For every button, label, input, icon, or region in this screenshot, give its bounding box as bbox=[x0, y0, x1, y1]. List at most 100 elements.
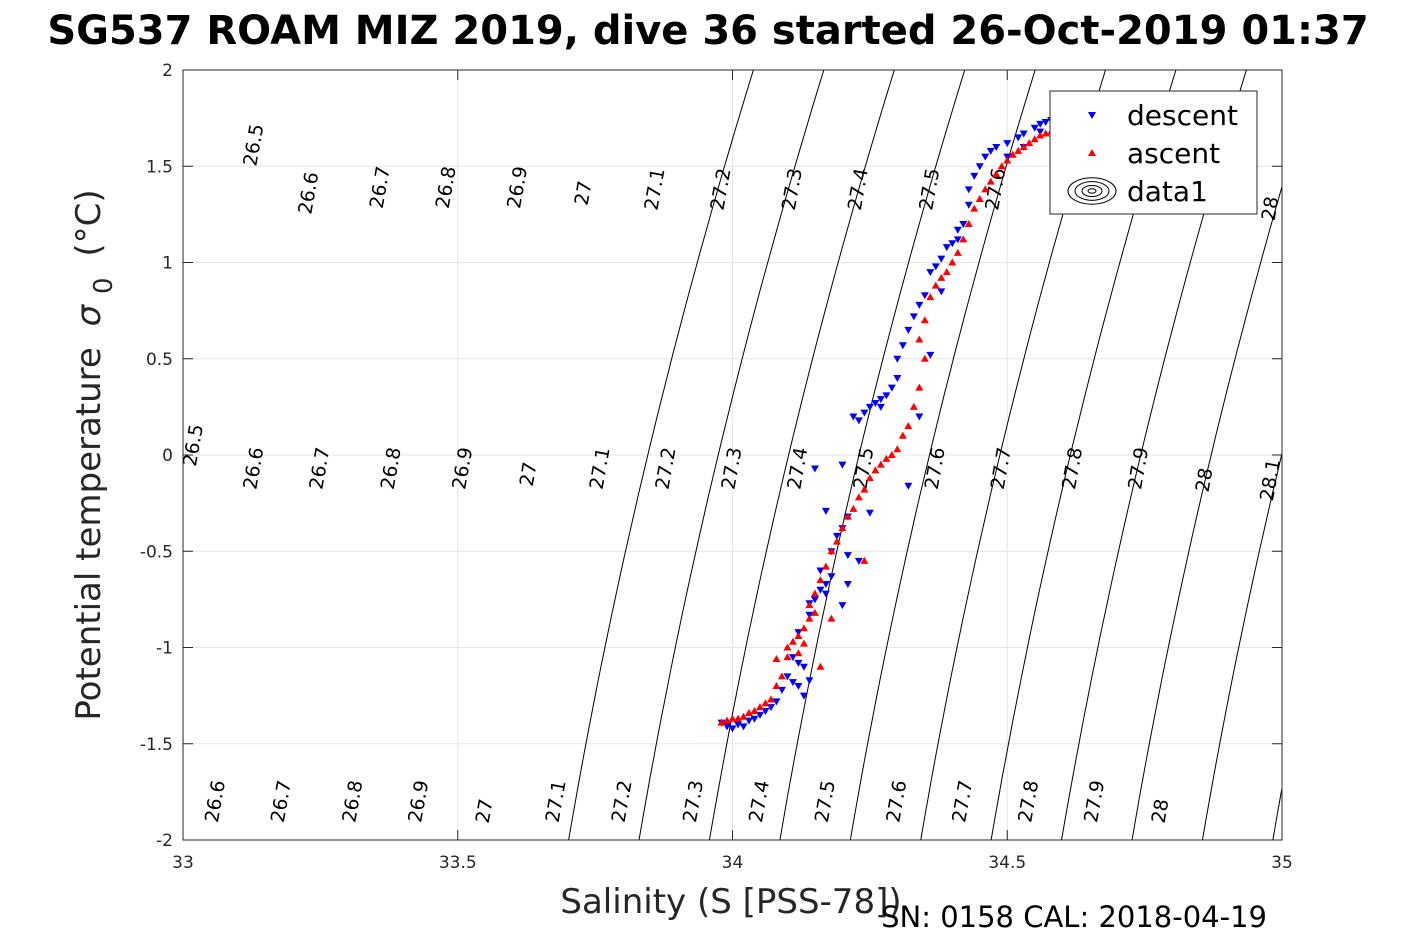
ascent-marker bbox=[733, 714, 742, 722]
isopycnal-line bbox=[638, 70, 825, 840]
descent-marker bbox=[959, 221, 968, 228]
ascent-marker bbox=[1036, 131, 1045, 139]
descent-marker bbox=[728, 725, 737, 733]
descent-marker bbox=[898, 342, 907, 350]
contour-label: 27 bbox=[571, 179, 597, 207]
legend-contour-icon bbox=[1074, 181, 1110, 201]
ascent-marker bbox=[920, 316, 929, 324]
ascent-marker bbox=[772, 655, 781, 663]
ascent-marker bbox=[986, 177, 995, 185]
ascent-marker bbox=[959, 235, 968, 243]
isopycnal-line bbox=[1131, 184, 1282, 840]
ascent-marker bbox=[783, 643, 792, 651]
descent-marker bbox=[964, 201, 973, 209]
ascent-marker bbox=[981, 185, 990, 193]
legend-contour-icon bbox=[1067, 177, 1117, 205]
tick-labels: 33 33.5 34 34.5 35 2 1.5 1 0.5 0 -0.5 -1 -1.5 -2 bbox=[140, 61, 1293, 873]
ascent-marker bbox=[854, 493, 863, 501]
descent-marker bbox=[794, 683, 803, 690]
descent-marker bbox=[865, 509, 874, 517]
ascent-marker bbox=[992, 169, 1001, 177]
descent-marker bbox=[1019, 130, 1028, 138]
descent-marker bbox=[799, 663, 808, 671]
ascent-marker bbox=[948, 258, 957, 266]
y-tick-label: -2 bbox=[156, 831, 173, 851]
ascent-marker bbox=[1019, 143, 1028, 150]
descent-marker bbox=[1014, 134, 1023, 142]
ascent-marker bbox=[926, 293, 935, 301]
descent-marker bbox=[904, 326, 913, 334]
ascent-marker bbox=[887, 451, 896, 458]
descent-marker bbox=[953, 236, 962, 244]
descent-marker bbox=[931, 263, 940, 271]
legend-box bbox=[1049, 90, 1258, 215]
y-tick-label: -1.5 bbox=[140, 735, 173, 755]
ascent-marker bbox=[1014, 146, 1023, 154]
x-tick-label: 33 bbox=[172, 853, 194, 873]
legend-contour-icon bbox=[1087, 188, 1097, 194]
ascent-marker bbox=[1025, 139, 1034, 147]
ascent-marker bbox=[871, 466, 880, 474]
ascent-marker bbox=[997, 162, 1006, 170]
ascent-marker bbox=[893, 445, 902, 453]
descent-marker bbox=[783, 673, 792, 681]
legend-label-data1: data1 bbox=[1127, 175, 1208, 208]
descent-marker bbox=[816, 586, 825, 594]
ascent-marker bbox=[865, 474, 874, 482]
x-tick-label: 33.5 bbox=[439, 853, 477, 873]
y-axis-label-symbol: σ bbox=[69, 303, 109, 326]
ascent-marker bbox=[931, 281, 940, 289]
descent-marker bbox=[772, 698, 781, 706]
descent-marker bbox=[750, 715, 759, 723]
descent-marker bbox=[926, 351, 935, 359]
descent-marker bbox=[865, 403, 874, 411]
ascent-marker bbox=[843, 512, 852, 520]
descent-marker bbox=[827, 573, 836, 581]
ascent-marker bbox=[975, 194, 984, 202]
descent-marker bbox=[854, 417, 863, 425]
descent-marker bbox=[964, 186, 973, 194]
descent-marker bbox=[838, 461, 847, 469]
y-tick-label: 1 bbox=[162, 254, 173, 274]
descent-marker bbox=[904, 482, 913, 490]
descent-marker bbox=[810, 596, 819, 604]
descent-marker bbox=[849, 413, 858, 421]
descent-marker bbox=[838, 602, 847, 610]
legend-ascent-marker bbox=[1088, 149, 1096, 156]
data-markers bbox=[717, 117, 1067, 733]
y-tick-label: -0.5 bbox=[140, 542, 173, 562]
ascent-marker bbox=[915, 335, 924, 343]
ascent-marker bbox=[799, 624, 808, 632]
y-tick-label: 0 bbox=[162, 446, 173, 466]
y-axis-label: Potential temperature σ 0 (°C) bbox=[69, 189, 121, 720]
ascent-marker bbox=[920, 354, 929, 362]
y-axis-label-group: Potential temperature σ 0 (°C) bbox=[69, 189, 121, 720]
descent-marker bbox=[909, 313, 918, 321]
descent-marker bbox=[794, 659, 803, 667]
ascent-marker bbox=[1008, 150, 1017, 158]
descent-marker bbox=[1036, 120, 1045, 128]
descent-marker bbox=[882, 392, 891, 400]
legend: descent ascent data1 bbox=[1049, 90, 1258, 215]
descent-marker bbox=[854, 557, 863, 565]
ascent-marker bbox=[728, 714, 737, 722]
ascent-marker bbox=[805, 601, 814, 609]
contour-label: 27 bbox=[472, 797, 498, 825]
axes bbox=[182, 69, 1283, 841]
y-axis-label-unit: (°C) bbox=[69, 189, 109, 256]
ascent-marker bbox=[777, 672, 786, 680]
ascent-marker bbox=[750, 707, 759, 715]
ascent-marker bbox=[838, 524, 847, 532]
descent-marker bbox=[915, 413, 924, 421]
ascent-marker bbox=[723, 716, 732, 724]
descent-marker bbox=[733, 721, 742, 729]
descent-marker bbox=[915, 301, 924, 309]
descent-marker bbox=[937, 288, 946, 296]
ascent-marker bbox=[849, 504, 858, 512]
descent-marker bbox=[1041, 118, 1050, 126]
isopycnal-line bbox=[849, 70, 1036, 840]
descent-marker bbox=[926, 269, 935, 277]
ascent-marker bbox=[937, 273, 946, 281]
ascent-marker bbox=[1003, 156, 1012, 164]
ascent-marker bbox=[1030, 135, 1039, 143]
